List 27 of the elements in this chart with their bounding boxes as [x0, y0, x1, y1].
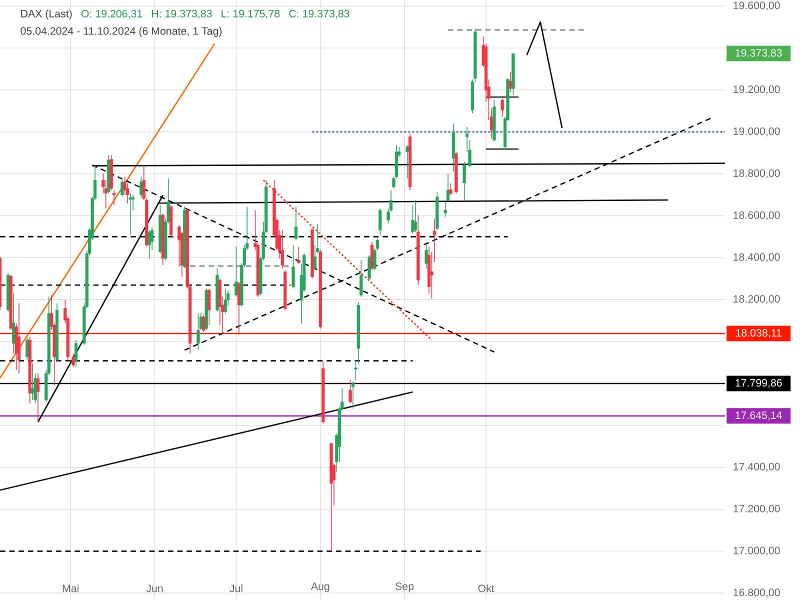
text: DAX (Last): [21, 10, 72, 20]
annotation: H: 19.373,83: [152, 10, 212, 19]
ref-line-label: 18.038,11: [736, 329, 782, 338]
text: 05.04.2024 - 11.10.2024 (6 Monate, 1 Tag): [20, 26, 222, 37]
y-tick-label: 17.000,00: [734, 546, 780, 556]
annotation: O: 19.206,31: [81, 10, 142, 19]
y-tick-label: 18.200,00: [734, 295, 780, 304]
annotation: C: 19.373,83: [289, 10, 350, 19]
annotation: L: 19.175,78: [222, 10, 280, 19]
x-tick-label: Okt: [478, 584, 494, 592]
ref-line-label: 17.645,14: [736, 412, 782, 420]
x-tick-label: Sep: [396, 582, 414, 592]
ref-line-label: 17.799,86: [736, 379, 782, 388]
y-tick-label: 18.400,00: [734, 253, 780, 262]
y-tick-label: 19.000,00: [734, 127, 780, 136]
text: 19.373,83: [736, 49, 782, 58]
x-tick-label: Jul: [230, 584, 242, 592]
x-tick-label: Mai: [62, 584, 78, 592]
x-tick-label: Aug: [310, 582, 330, 592]
y-tick-label: 19.200,00: [734, 86, 780, 94]
y-tick-label: 16.800,00: [734, 588, 780, 598]
y-tick-label: 18.600,00: [734, 211, 780, 220]
x-tick-label: Jun: [146, 584, 163, 592]
y-tick-label: 19.600,00: [734, 2, 780, 10]
y-tick-label: 17.200,00: [734, 504, 780, 514]
y-tick-label: 18.800,00: [734, 169, 780, 178]
y-tick-label: 17.400,00: [734, 462, 780, 472]
